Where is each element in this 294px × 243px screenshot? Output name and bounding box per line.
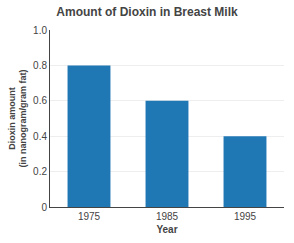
svg-text:Year: Year (156, 224, 177, 235)
svg-text:0: 0 (41, 202, 47, 213)
svg-text:0.8: 0.8 (33, 60, 47, 71)
svg-text:0.4: 0.4 (33, 131, 47, 142)
svg-text:Amount of Dioxin in Breast Mil: Amount of Dioxin in Breast Milk (56, 5, 238, 19)
svg-text:1985: 1985 (156, 211, 179, 222)
svg-text:0.6: 0.6 (33, 95, 47, 106)
svg-text:Dioxin amount(in nanogram/gram: Dioxin amount(in nanogram/gram fat) (7, 69, 29, 167)
svg-text:1.0: 1.0 (33, 25, 47, 36)
svg-text:0.2: 0.2 (33, 166, 47, 177)
svg-text:1995: 1995 (234, 211, 257, 222)
svg-text:1975: 1975 (78, 211, 101, 222)
